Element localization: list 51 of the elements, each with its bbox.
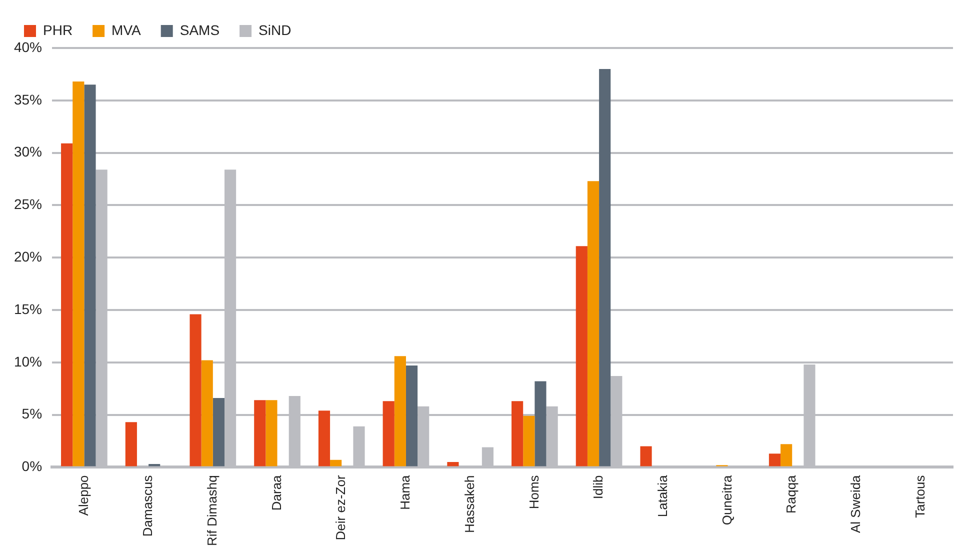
bar — [61, 143, 73, 466]
legend-label: PHR — [43, 22, 73, 38]
y-tick-label: 25% — [14, 196, 42, 212]
bar — [640, 446, 652, 466]
bar — [768, 454, 781, 466]
bar — [318, 410, 330, 466]
bar — [587, 181, 600, 466]
bar — [534, 381, 546, 466]
bar — [512, 401, 524, 466]
legend-label: SAMS — [180, 22, 220, 38]
y-tick-label: 35% — [14, 91, 42, 108]
y-tick-label: 15% — [14, 300, 42, 317]
x-tick-label: Latakia — [654, 474, 670, 518]
bar — [266, 400, 278, 466]
bar — [447, 462, 459, 466]
x-tick-label: Homs — [526, 474, 542, 510]
legend-label: SiND — [258, 22, 292, 38]
bar — [212, 398, 224, 466]
y-tick-label: 30% — [14, 144, 42, 160]
y-tick-label: 0% — [22, 458, 42, 474]
x-tick-label: Damascus — [140, 474, 156, 537]
y-tick-label: 40% — [14, 38, 42, 55]
bar — [125, 422, 137, 466]
x-tick-label: Hassakeh — [462, 475, 477, 534]
x-tick-label: Idlib — [590, 475, 606, 500]
x-tick-label: Deir ez-Zor — [333, 474, 348, 540]
bar — [523, 416, 535, 466]
x-tick-label: Rif Dimashq — [204, 475, 220, 546]
x-tick-label: Quneitra — [719, 474, 734, 526]
bar — [406, 366, 418, 466]
x-tick-label: Aleppo — [76, 475, 91, 516]
y-tick-label: 10% — [14, 353, 42, 370]
bar — [780, 444, 792, 466]
bar — [599, 68, 611, 466]
bar — [382, 401, 394, 466]
x-tick-label: Raqqa — [784, 474, 799, 514]
x-tick-label: Hama — [398, 474, 413, 510]
y-tick-label: 20% — [14, 248, 42, 264]
bar — [72, 82, 84, 466]
x-tick-label: Tartous — [912, 474, 928, 518]
x-tick-label: Daraa — [268, 474, 284, 511]
bar — [330, 460, 342, 466]
bar — [394, 356, 406, 466]
legend-label: MVA — [112, 22, 142, 38]
bar — [201, 360, 213, 466]
x-tick-label: Al Sweida — [848, 474, 864, 534]
bar — [576, 246, 588, 466]
y-tick-label: 5% — [22, 406, 42, 422]
bar — [190, 314, 202, 466]
bar — [254, 400, 266, 466]
bar — [84, 84, 96, 466]
